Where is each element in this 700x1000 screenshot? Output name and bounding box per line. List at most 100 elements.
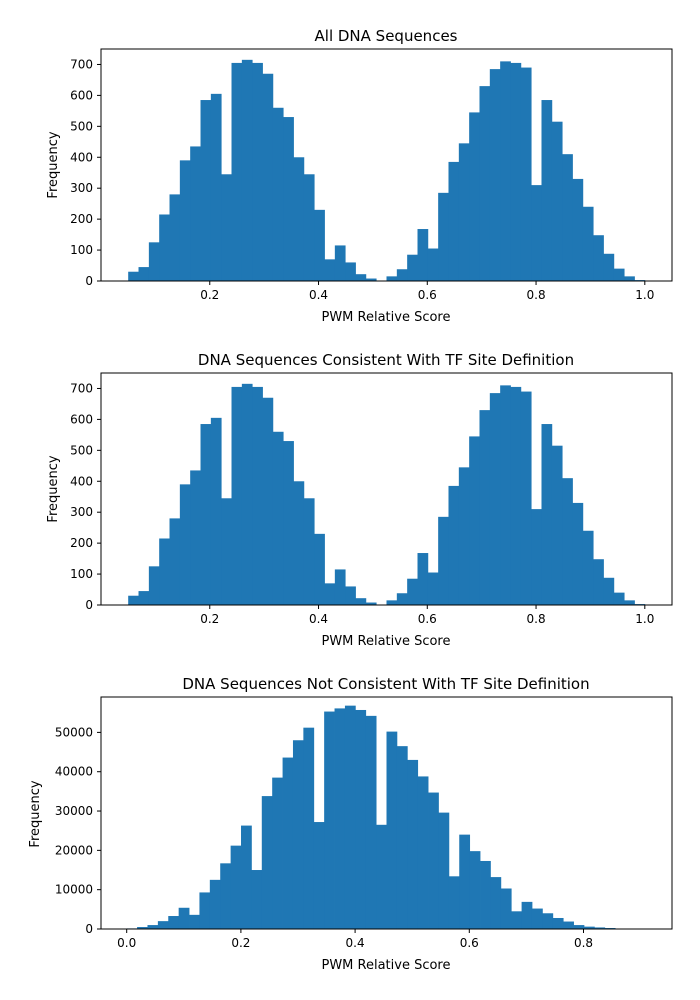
y-tick-label: 30000 — [55, 804, 93, 818]
histogram-bar — [355, 598, 367, 605]
histogram-bar — [541, 100, 553, 281]
y-axis-label: Frequency — [46, 455, 61, 522]
x-tick-label: 0.6 — [418, 288, 437, 302]
histogram-bar — [490, 877, 502, 929]
histogram-bar — [334, 245, 346, 281]
y-tick-label: 400 — [70, 474, 93, 488]
histogram-bar — [283, 117, 294, 281]
chart-title: All DNA Sequences — [315, 27, 458, 45]
histogram-bar — [179, 484, 191, 605]
histogram-bar — [241, 825, 252, 929]
y-tick-label: 20000 — [55, 843, 93, 857]
histogram-bar — [314, 533, 325, 605]
histogram-bar — [303, 498, 315, 605]
histogram-bar — [479, 410, 491, 605]
histogram-bar — [252, 62, 263, 281]
x-tick-label: 1.0 — [635, 288, 654, 302]
histogram-bar — [345, 262, 356, 281]
histogram-bar — [489, 393, 501, 605]
histogram-bar — [324, 711, 335, 929]
histogram-bar — [231, 386, 243, 605]
histogram-bar — [386, 276, 398, 281]
histogram-bar — [572, 502, 584, 605]
x-tick-label: 0.4 — [346, 936, 365, 950]
plot-frame — [100, 372, 673, 606]
histogram-bar — [210, 93, 222, 281]
histogram-bar — [345, 586, 356, 605]
x-tick-label: 0.4 — [309, 288, 328, 302]
histogram-bar — [138, 267, 150, 281]
histogram-bar — [583, 926, 595, 929]
y-tick-label: 100 — [70, 243, 93, 257]
histogram-bar — [178, 907, 190, 929]
histogram-bar — [480, 860, 491, 929]
histogram-bar — [572, 178, 584, 281]
histogram-bar — [137, 927, 148, 929]
histogram-bar — [365, 715, 377, 929]
histogram-bar — [147, 925, 159, 929]
histogram-bar — [272, 431, 284, 605]
y-axis-ticks: 0 100 200 300 400 500 600 700 — [70, 381, 101, 612]
histogram-bar — [417, 553, 429, 605]
y-tick-label: 300 — [70, 505, 93, 519]
histogram-bar — [448, 161, 460, 281]
y-tick-label: 0 — [85, 922, 93, 936]
histogram-bar — [438, 516, 449, 605]
chart-title: DNA Sequences Not Consistent With TF Sit… — [182, 675, 589, 693]
x-axis-ticks: 0.2 0.4 0.6 0.8 1.0 — [200, 605, 654, 626]
histogram-bar — [593, 235, 604, 281]
plot-frame — [100, 696, 673, 930]
histogram-bar — [190, 470, 201, 605]
plot-frame — [100, 48, 673, 282]
x-tick-label: 0.2 — [231, 936, 250, 950]
histogram-bar — [562, 478, 573, 605]
histogram-bar — [334, 708, 346, 929]
y-tick-label: 200 — [70, 212, 93, 226]
histogram-bar — [500, 888, 512, 929]
histogram-bar — [427, 572, 439, 605]
histogram-bar — [241, 59, 253, 281]
histogram-bar — [313, 822, 325, 929]
histogram-bar — [261, 796, 273, 929]
histogram-bar — [272, 777, 283, 929]
histogram-bar — [293, 157, 305, 281]
histogram-bar — [427, 248, 439, 281]
histogram-bars — [128, 383, 646, 605]
histogram-bar — [355, 274, 367, 281]
histogram-bar — [500, 61, 511, 282]
x-tick-label: 0.6 — [460, 936, 479, 950]
histogram-bar — [448, 876, 460, 929]
histogram-bar — [179, 160, 191, 281]
y-tick-label: 400 — [70, 150, 93, 164]
histogram-bar — [262, 397, 274, 605]
chart-title: DNA Sequences Consistent With TF Site De… — [198, 351, 574, 369]
y-tick-label: 100 — [70, 567, 93, 581]
histogram-bar — [220, 863, 232, 929]
histogram-bar — [396, 269, 408, 281]
histogram-bar — [241, 383, 253, 605]
histogram-bar — [541, 424, 553, 605]
y-tick-label: 10000 — [55, 883, 93, 897]
histogram-bar — [511, 911, 522, 929]
histogram-bar — [251, 870, 263, 929]
histogram-bar — [407, 759, 419, 929]
histogram-bar — [551, 445, 563, 605]
histogram-bar — [520, 391, 532, 605]
x-tick-label: 0.8 — [527, 288, 546, 302]
histogram-bar — [365, 278, 377, 281]
y-axis-ticks: 0 10000 20000 30000 40000 50000 — [55, 725, 101, 936]
histogram-bar — [417, 776, 429, 929]
histogram-bar — [407, 254, 418, 281]
histogram-bar — [582, 206, 594, 281]
histogram-bar — [613, 592, 625, 605]
histogram-bar — [210, 417, 222, 605]
histogram-bar — [157, 921, 169, 929]
histogram-bar — [272, 107, 284, 282]
x-axis-label: PWM Relative Score — [321, 310, 450, 325]
histogram-bar — [624, 276, 635, 281]
histogram-bar — [542, 913, 554, 929]
x-tick-label: 0.8 — [574, 936, 593, 950]
histogram-bar — [334, 569, 346, 605]
histogram-bar — [438, 812, 450, 929]
histogram-bars — [126, 705, 647, 929]
